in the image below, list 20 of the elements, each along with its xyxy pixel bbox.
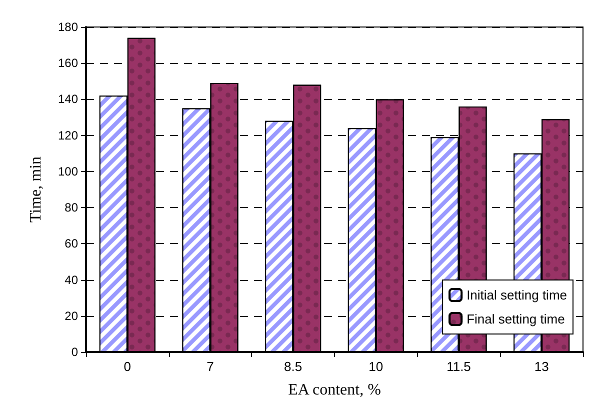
- x-tick-label: 8.5: [284, 359, 302, 374]
- x-tick-label: 0: [124, 359, 132, 374]
- y-axis-title: Time, min: [28, 156, 44, 223]
- y-tick-label: 100: [58, 164, 78, 178]
- x-tick-label: 7: [206, 359, 214, 374]
- x-tick-label: 10: [368, 359, 384, 374]
- y-tick-label: 160: [58, 56, 78, 70]
- x-axis-title: EA content, %: [288, 382, 381, 398]
- y-tick-label: 0: [71, 345, 78, 359]
- y-tick-label: 120: [58, 128, 78, 142]
- y-tick-label: 60: [64, 236, 78, 251]
- x-tick-label: 11.5: [446, 359, 471, 374]
- y-tick-label: 40: [64, 272, 78, 287]
- x-tick-label: 13: [534, 359, 549, 374]
- y-tick-label: 20: [64, 308, 78, 323]
- y-tick-label: 80: [64, 200, 78, 215]
- legend-label: Initial setting time: [466, 288, 568, 302]
- y-tick-label: 180: [58, 20, 78, 34]
- legend-label: Final setting time: [466, 312, 565, 326]
- y-tick-label: 140: [58, 92, 78, 106]
